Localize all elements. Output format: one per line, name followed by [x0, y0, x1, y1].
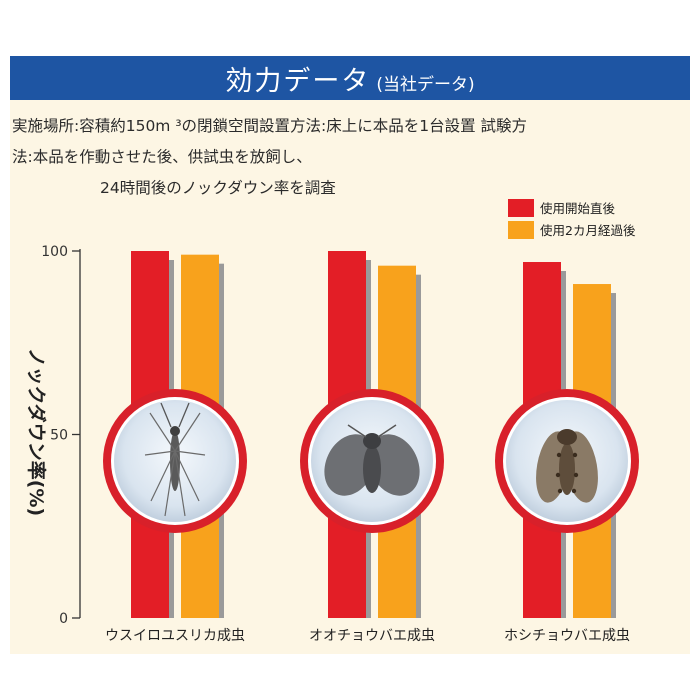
legend-label: 使用2カ月経過後 [540, 223, 636, 238]
bar-layer [131, 251, 616, 619]
insect-wing [324, 434, 376, 496]
x-category-label: ホシチョウバエ成虫 [504, 628, 630, 644]
insect-leg [150, 450, 176, 502]
spotted-drain-fly-photo [536, 429, 598, 503]
insect-leg [174, 450, 206, 456]
y-tick-label: 0 [59, 611, 68, 627]
insect-spot [557, 488, 563, 494]
insect-antenna [377, 424, 397, 438]
insect-spot [572, 452, 578, 458]
insect-antenna [347, 424, 367, 438]
insect-antenna [178, 402, 190, 428]
x-category-label: ウスイロユスリカ成虫 [105, 628, 245, 644]
chart-title: 効力データ [225, 65, 371, 97]
insect-leg [174, 450, 200, 502]
x-category-label: オオチョウバエ成虫 [309, 628, 435, 644]
insect-leg [164, 450, 176, 517]
insect-body [363, 445, 381, 493]
insect-wing [368, 434, 420, 496]
legend-label: 使用開始直後 [540, 201, 616, 216]
drain-fly-photo [324, 424, 420, 496]
insect-leg [149, 412, 176, 452]
insect-head [557, 429, 577, 445]
insect-leg [174, 412, 201, 452]
insect-body [559, 443, 575, 495]
insect-spot [573, 472, 579, 478]
description-line-2: 法:本品を作動させた後、供試虫を放飼し、 [12, 148, 312, 166]
insect-spot [556, 452, 562, 458]
title-bar: 効力データ (当社データ) [10, 56, 690, 100]
insect-spot [555, 472, 561, 478]
insect-body [170, 431, 180, 491]
axis-layer: 0 50 100 ノックダウン率(%) [25, 244, 81, 627]
insect-leg [144, 450, 176, 456]
description-line-3: 24時間後のノックダウン率を調査 [100, 179, 336, 197]
insect-antenna [160, 402, 172, 428]
legend-swatch [508, 199, 534, 217]
insect-head [170, 426, 180, 436]
description-line-1: 実施場所:容積約150m ³の閉鎖空間設置方法:床上に本品を1台設置 試験方 [12, 117, 528, 135]
legend-swatch [508, 221, 534, 239]
y-axis-title: ノックダウン率(%) [25, 348, 48, 516]
insect-head [363, 433, 381, 449]
insect-spot [571, 488, 577, 494]
chart-subtitle: (当社データ) [376, 74, 475, 95]
insect-leg [174, 450, 186, 517]
mosquito-midge-photo [144, 402, 206, 517]
y-tick-label: 100 [41, 244, 68, 260]
y-tick-label: 50 [50, 428, 68, 444]
photo-layer [103, 389, 639, 533]
label-layer: ウスイロユスリカ成虫 オオチョウバエ成虫 ホシチョウバエ成虫 [105, 628, 630, 644]
